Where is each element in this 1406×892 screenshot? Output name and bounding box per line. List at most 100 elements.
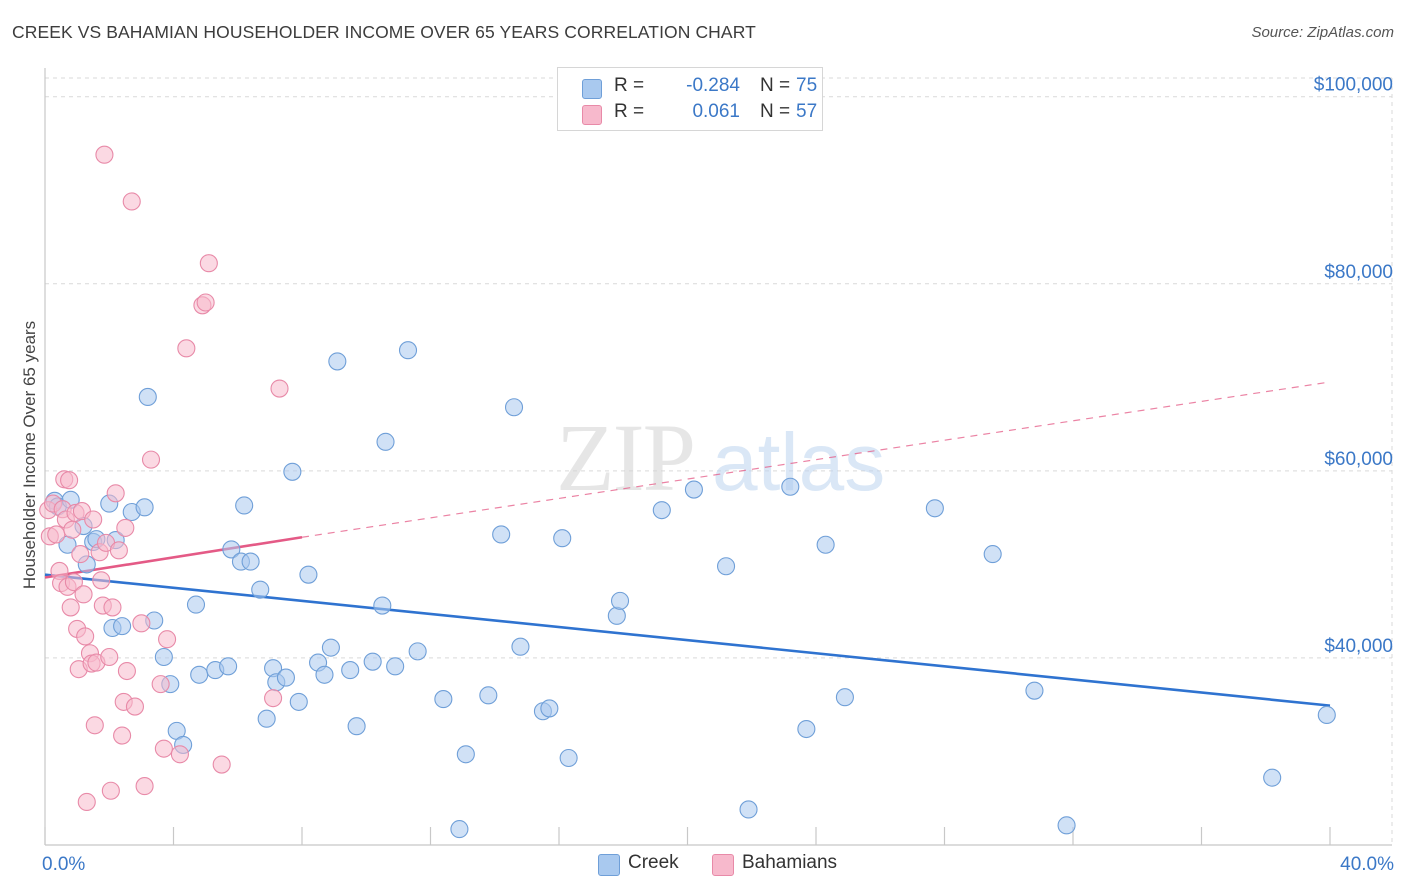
creek-point [235, 496, 254, 515]
creek-point [283, 462, 302, 481]
creek-point [321, 638, 340, 657]
creek-point [408, 642, 427, 661]
bahamians-point [113, 726, 132, 745]
bahamians-legend-swatch [712, 854, 734, 876]
creek-point [511, 637, 530, 656]
bahamians-point [47, 525, 66, 544]
axes [44, 68, 1392, 846]
bahamians-point [106, 484, 125, 503]
y-tick-label: $40,000 [1324, 636, 1393, 657]
creek-point [113, 617, 132, 636]
n-value-creek: 75 [796, 75, 818, 96]
axis-labels: $40,000 $60,000 $80,000 $100,000 0.0% 40.0% [42, 75, 1394, 875]
chart-title: CREEK VS BAHAMIAN HOUSEHOLDER INCOME OVE… [12, 22, 756, 42]
x-tick-label-max: 40.0% [1340, 854, 1394, 875]
creek-point [241, 552, 260, 571]
bahamians-point [100, 647, 119, 667]
creek-point [504, 398, 524, 417]
creek-point [559, 748, 578, 768]
y-axis-label: Householder Income Over 65 years [20, 321, 39, 589]
y-tick-label: $100,000 [1314, 75, 1393, 96]
r-value-bahamians: 0.061 [692, 101, 740, 122]
n-label: N = [760, 101, 791, 122]
creek-point [328, 352, 347, 371]
bahamians-point [154, 739, 173, 758]
bahamians-trendline-dashed [301, 381, 1331, 538]
creek-point [434, 690, 453, 709]
bahamians-point [196, 293, 215, 312]
r-value-creek: -0.284 [686, 75, 740, 96]
bahamians-point [125, 697, 144, 716]
creek-point [299, 565, 318, 584]
creek-point [652, 501, 671, 520]
r-label: R = [614, 75, 645, 96]
bahamians-point [103, 598, 122, 617]
creek-point [289, 692, 308, 711]
bahamians-point [141, 450, 161, 469]
bahamians-point [71, 545, 90, 564]
y-tick-label: $80,000 [1324, 262, 1393, 283]
creek-legend-label: Creek [628, 852, 679, 873]
creek-point [610, 591, 630, 610]
y-tick-label: $60,000 [1324, 449, 1393, 470]
creek-point [138, 387, 157, 407]
creek-point [450, 820, 469, 839]
creek-point [1317, 705, 1336, 725]
bahamians-point [151, 675, 170, 694]
creek-point [341, 661, 360, 680]
r-label: R = [614, 101, 645, 122]
creek-point [1025, 681, 1044, 700]
bahamians-point [199, 254, 218, 273]
bahamians-point [132, 614, 151, 633]
bahamians-point [109, 541, 128, 560]
creek-point [386, 657, 405, 676]
creek-point [835, 688, 854, 707]
creek-point [222, 540, 241, 559]
creek-point [219, 657, 238, 676]
creek-point [816, 535, 835, 554]
watermark: ZIP atlas [556, 404, 885, 511]
creek-point [373, 596, 392, 615]
creek-point [154, 647, 173, 667]
bahamians-point [264, 689, 283, 708]
watermark-zip: ZIP [556, 404, 694, 511]
bahamians-point [270, 379, 289, 398]
creek-point [190, 665, 209, 684]
creek-point [479, 686, 498, 705]
bahamians-point [84, 510, 103, 529]
creek-point [925, 499, 944, 518]
creek-point [257, 709, 276, 728]
creek-point [363, 652, 382, 671]
bahamians-point [64, 573, 83, 592]
bahamians-point [60, 471, 79, 490]
bahamians-point [63, 520, 82, 539]
creek-point [1263, 768, 1282, 787]
bahamians-legend-label: Bahamians [742, 852, 838, 873]
data-points [39, 145, 1336, 839]
creek-point [553, 529, 572, 548]
bahamians-point [116, 518, 135, 537]
bahamians-point [170, 745, 189, 764]
creek-point [540, 699, 559, 718]
bahamians-point [101, 781, 120, 800]
creek-point [716, 557, 736, 576]
bahamians-point [61, 598, 80, 617]
correlation-legend: R = -0.284 N = 75 R = 0.061 N = 57 [557, 67, 823, 131]
bahamians-point [85, 716, 104, 735]
bahamians-point [95, 145, 114, 164]
creek-point [347, 717, 366, 736]
watermark-atlas: atlas [712, 417, 885, 508]
x-tick-label-min: 0.0% [42, 854, 85, 875]
creek-legend-swatch [598, 854, 620, 876]
creek-point [398, 341, 418, 360]
creek-point [456, 745, 475, 764]
creek-point [186, 595, 206, 614]
creek-point [492, 525, 511, 544]
bahamians-point [76, 627, 95, 646]
creek-point [781, 477, 800, 496]
creek-point [251, 580, 270, 599]
bahamians-point [122, 192, 141, 211]
bahamians-point [92, 571, 111, 590]
creek-point [797, 719, 816, 739]
